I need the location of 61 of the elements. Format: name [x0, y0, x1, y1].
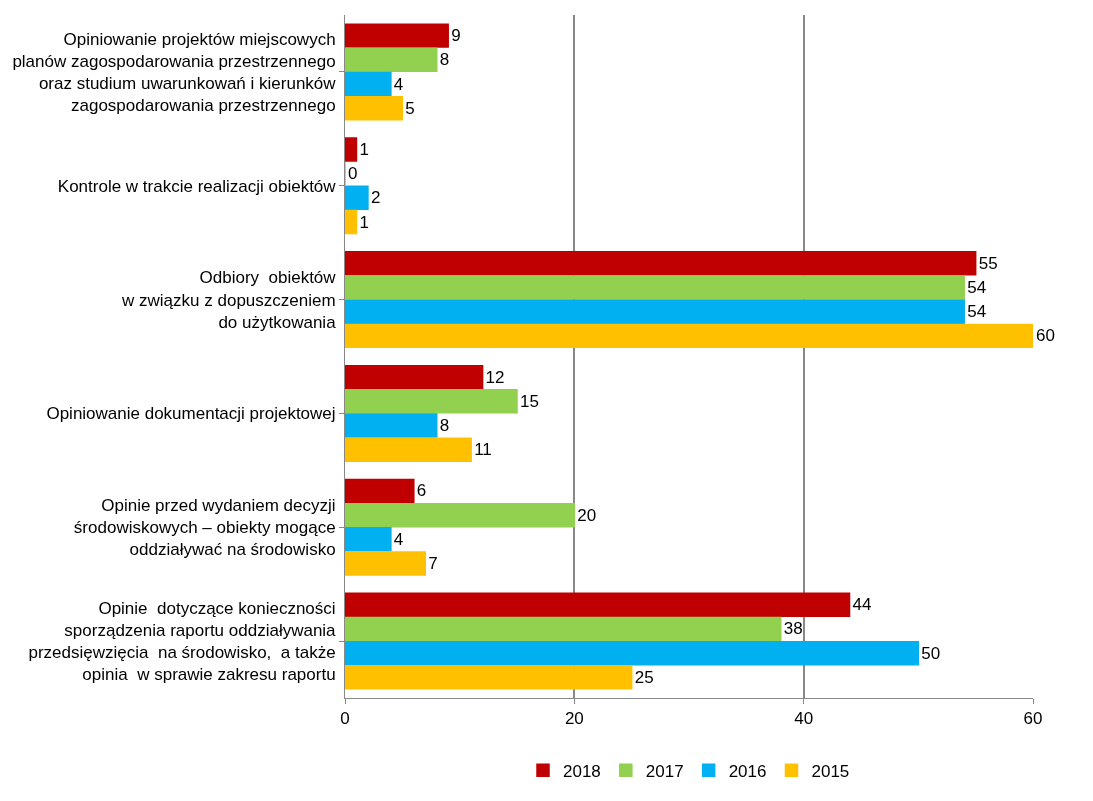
data-label: 7: [428, 554, 438, 574]
data-label: 4: [393, 74, 404, 94]
bar: [345, 275, 965, 300]
bar: [345, 137, 358, 162]
data-label: 55: [978, 253, 998, 273]
data-label: 15: [520, 391, 539, 411]
bar: [345, 251, 977, 276]
y-tick-label: Opiniowanie dokumentacji projektowej: [46, 404, 336, 424]
data-label: 54: [967, 302, 987, 322]
bar: [345, 502, 576, 528]
data-label: 6: [416, 481, 427, 501]
data-label: 50: [921, 643, 941, 663]
bar: [345, 665, 633, 690]
data-label: 0: [348, 164, 358, 184]
data-label: 25: [634, 667, 654, 687]
data-label: 1: [359, 139, 369, 159]
bar: [345, 209, 358, 235]
bar: [345, 71, 392, 97]
bar: [345, 592, 851, 618]
bar: [345, 437, 472, 462]
bar: [345, 364, 484, 390]
bar: [345, 47, 438, 73]
bar: [345, 527, 392, 552]
bar: [345, 389, 518, 414]
data-label: 44: [852, 595, 872, 615]
data-label: 54: [967, 277, 987, 297]
x-tick-label: 20: [564, 709, 584, 729]
legend-label: 2017: [645, 761, 684, 781]
data-label: 60: [1036, 326, 1055, 346]
bar: [345, 95, 404, 121]
bar: [345, 640, 920, 666]
bar: [345, 323, 1033, 349]
bar: [345, 185, 369, 211]
data-label: 12: [485, 367, 505, 387]
x-tick-label: 60: [1023, 709, 1043, 729]
bar: [345, 478, 415, 504]
y-tick-label: Opinie przed wydaniem decyzji środowiskowych – obiekty mogące oddziaływać na środowisko: [73, 496, 336, 560]
data-label: 8: [439, 50, 450, 70]
bar: [345, 413, 438, 438]
bar: [345, 23, 449, 48]
legend-label: 2016: [728, 761, 767, 781]
bar: [345, 299, 965, 324]
data-label: 20: [577, 505, 597, 525]
x-tick-label: 40: [794, 709, 814, 729]
bar: [345, 616, 782, 642]
legend-label: 2015: [811, 761, 850, 781]
y-tick-label: Opiniowanie projektów miejscowych planów zagospodarowania przestrzennego oraz studium uwarunkowań i kierunków zagospodarowania przestrzennego: [12, 29, 337, 116]
data-label: 4: [393, 529, 404, 549]
data-label: 9: [451, 26, 461, 46]
bar: [345, 551, 427, 576]
data-label: 1: [359, 212, 369, 232]
y-tick-label: Opinie dotyczące konieczności sporządzenia raportu oddziaływania przedsięwzięcia na środowisko, a także opinia w sprawie zakresu raportu: [28, 598, 337, 685]
x-tick-label: 0: [340, 709, 350, 729]
y-tick-label: Kontrole w trakcie realizacji obiektów: [57, 176, 337, 196]
data-label: 8: [439, 416, 450, 436]
data-label: 2: [370, 188, 381, 208]
legend-label: 2018: [563, 761, 601, 781]
data-label: 11: [474, 440, 492, 460]
data-label: 38: [783, 619, 803, 639]
y-tick-label: Odbiory obiektów w związku z dopuszczeniem do użytkowania: [121, 268, 337, 332]
data-label: 5: [405, 98, 415, 118]
